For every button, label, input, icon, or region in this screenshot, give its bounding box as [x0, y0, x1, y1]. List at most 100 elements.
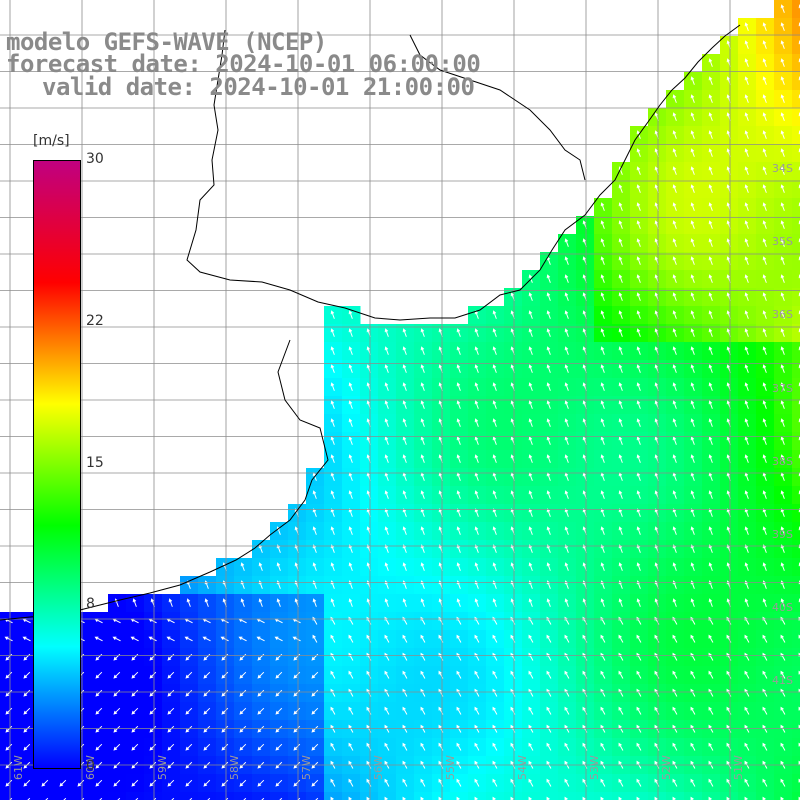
wind-arrow — [690, 436, 695, 445]
wind-arrow — [708, 292, 713, 301]
wind-arrow — [582, 796, 586, 800]
wind-arrow — [546, 274, 551, 283]
wind-cell — [684, 792, 703, 800]
wind-arrow — [672, 796, 676, 800]
wind-arrow — [167, 725, 175, 733]
wind-arrow — [203, 671, 211, 679]
wind-cell — [558, 792, 577, 800]
wind-arrow — [474, 436, 479, 445]
wind-arrow — [5, 689, 13, 697]
wind-arrow — [672, 130, 677, 139]
wind-arrow — [600, 670, 606, 679]
wind-arrow — [546, 778, 552, 787]
wind-arrow — [240, 562, 245, 571]
wind-arrow — [474, 562, 479, 571]
wind-arrow — [311, 725, 319, 733]
wind-arrow — [95, 725, 103, 733]
wind-arrow — [492, 382, 497, 391]
wind-arrow — [672, 274, 677, 283]
wind-arrow — [239, 779, 247, 787]
longitude-labels: 61W 60W 59W 58W 57W 56W 55W 54W 53W 52W 51W — [12, 755, 745, 780]
wind-arrow — [744, 364, 749, 373]
wind-arrow — [618, 400, 623, 409]
wind-cell — [270, 792, 289, 800]
wind-arrow — [618, 238, 623, 247]
wind-arrow — [238, 636, 247, 642]
wind-arrow — [23, 743, 31, 751]
wind-arrow — [330, 742, 336, 751]
wind-cell — [792, 324, 800, 343]
wind-arrow — [348, 706, 354, 715]
wind-arrow — [744, 454, 749, 463]
wind-arrow — [780, 436, 785, 445]
wind-arrow — [708, 634, 714, 643]
wind-arrow — [474, 400, 479, 409]
wind-arrow — [474, 490, 479, 499]
wind-arrow — [203, 689, 211, 697]
wind-arrow — [384, 598, 389, 607]
wind-arrow — [131, 707, 139, 715]
wind-arrow — [420, 742, 426, 751]
wind-cell — [450, 792, 469, 800]
wind-arrow — [546, 436, 551, 445]
wind-arrow — [708, 220, 713, 229]
wind-arrow — [311, 671, 319, 679]
wind-arrow — [618, 796, 622, 800]
wind-arrow — [672, 292, 677, 301]
wind-arrow — [762, 688, 768, 697]
wind-arrow — [780, 796, 784, 800]
wind-arrow — [384, 706, 390, 715]
wind-arrow — [330, 688, 336, 697]
wind-arrow — [672, 490, 677, 499]
wind-arrow — [744, 202, 749, 211]
wind-arrow — [690, 688, 696, 697]
wind-arrow — [618, 328, 623, 337]
wind-arrow — [708, 778, 714, 787]
wind-cell — [378, 792, 397, 800]
wind-arrow — [762, 778, 768, 787]
wind-arrow — [312, 544, 317, 553]
wind-arrow — [63, 797, 67, 800]
wind-cell — [792, 18, 800, 37]
wind-cell — [792, 342, 800, 361]
longitude-label: 57W — [300, 755, 313, 780]
wind-arrow — [113, 743, 121, 751]
wind-arrow — [600, 688, 606, 697]
wind-arrow — [636, 454, 641, 463]
wind-arrow — [744, 220, 749, 229]
wind-arrow — [23, 707, 31, 715]
wind-arrow — [546, 526, 551, 535]
wind-arrow — [744, 544, 749, 553]
wind-arrow — [708, 130, 713, 139]
wind-arrow — [618, 256, 623, 265]
wind-cell — [540, 792, 559, 800]
wind-arrow — [618, 778, 624, 787]
wind-arrow — [546, 796, 550, 800]
wind-arrow — [618, 346, 623, 355]
wind-arrow — [348, 724, 354, 733]
wind-arrow — [293, 707, 301, 715]
wind-arrow — [690, 202, 695, 211]
wind-arrow — [528, 382, 533, 391]
wind-arrow — [99, 797, 103, 800]
wind-arrow — [636, 688, 642, 697]
wind-arrow — [762, 418, 767, 427]
wind-cell — [792, 684, 800, 703]
wind-arrow — [780, 94, 785, 103]
wind-arrow — [744, 292, 749, 301]
wind-arrow — [384, 526, 389, 535]
wind-arrow — [330, 724, 336, 733]
wind-arrow — [311, 779, 319, 787]
wind-arrow — [780, 184, 785, 193]
wind-arrow — [474, 670, 480, 679]
wind-arrow — [330, 418, 335, 427]
wind-arrow — [528, 454, 533, 463]
wind-arrow — [330, 598, 335, 607]
wind-arrow — [780, 724, 786, 733]
wind-arrow — [546, 742, 552, 751]
wind-arrow — [672, 328, 677, 337]
wind-arrow — [564, 292, 569, 301]
wind-cell — [432, 792, 451, 800]
wind-arrow — [22, 636, 31, 642]
wind-arrow — [348, 688, 354, 697]
